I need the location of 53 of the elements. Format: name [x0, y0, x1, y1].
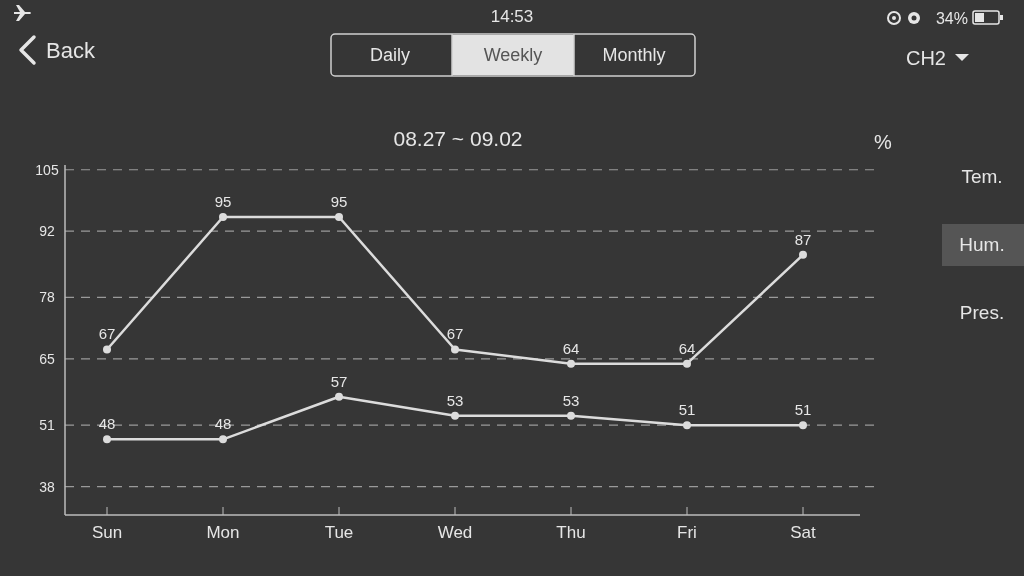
y-tick-label: 92	[39, 223, 55, 240]
x-tick-label: Mon	[206, 523, 240, 542]
point	[567, 359, 575, 368]
y-tick-label: 78	[39, 289, 55, 306]
x-tick-label: Wed	[437, 523, 473, 542]
text: CH2	[905, 47, 947, 69]
data-label: 57	[330, 372, 348, 390]
point	[103, 435, 111, 444]
point	[451, 411, 459, 420]
point	[451, 345, 459, 354]
text: Back	[46, 38, 96, 63]
point	[683, 359, 691, 368]
x-tick-label: Tue	[324, 523, 354, 542]
text: Hum.	[959, 234, 1005, 255]
data-label: 87	[794, 230, 812, 248]
point	[335, 213, 343, 222]
y-axis-title: %	[874, 131, 893, 153]
y-tick-label: 65	[39, 350, 55, 367]
point	[219, 213, 227, 222]
point	[103, 345, 111, 354]
text: Weekly	[483, 45, 543, 65]
x-tick-label: Thu	[556, 523, 586, 542]
x-tick-label: Sat	[790, 523, 817, 542]
y-tick-label: 38	[39, 478, 55, 495]
y-tick-label: 51	[39, 417, 55, 434]
data-label: 64	[562, 339, 580, 357]
text: Monthly	[602, 45, 666, 65]
text: Daily	[369, 45, 411, 65]
text: Pres.	[959, 302, 1005, 323]
point	[799, 250, 807, 259]
text: Tem.	[961, 166, 1003, 187]
data-label: 53	[446, 391, 464, 409]
y-tick-label: 105	[35, 161, 59, 178]
data-label: 95	[330, 193, 348, 211]
data-label: 67	[446, 325, 464, 343]
data-label: 67	[98, 325, 116, 343]
data-label: 95	[214, 193, 232, 211]
data-label: 51	[678, 401, 696, 419]
text: 14:53	[490, 7, 534, 26]
point	[219, 435, 227, 444]
text: 34%	[935, 10, 968, 27]
data-label: 48	[214, 415, 232, 433]
data-label: 53	[562, 391, 580, 409]
x-tick-label: Sun	[91, 523, 123, 542]
point	[567, 411, 575, 420]
point	[799, 421, 807, 430]
data-label: 64	[678, 339, 696, 357]
point	[335, 392, 343, 401]
data-label: 51	[794, 401, 812, 419]
chart-title: 08.27 ~ 09.02	[393, 127, 523, 150]
point	[683, 421, 691, 430]
x-tick-label: Fri	[677, 523, 697, 542]
data-label: 48	[98, 415, 116, 433]
